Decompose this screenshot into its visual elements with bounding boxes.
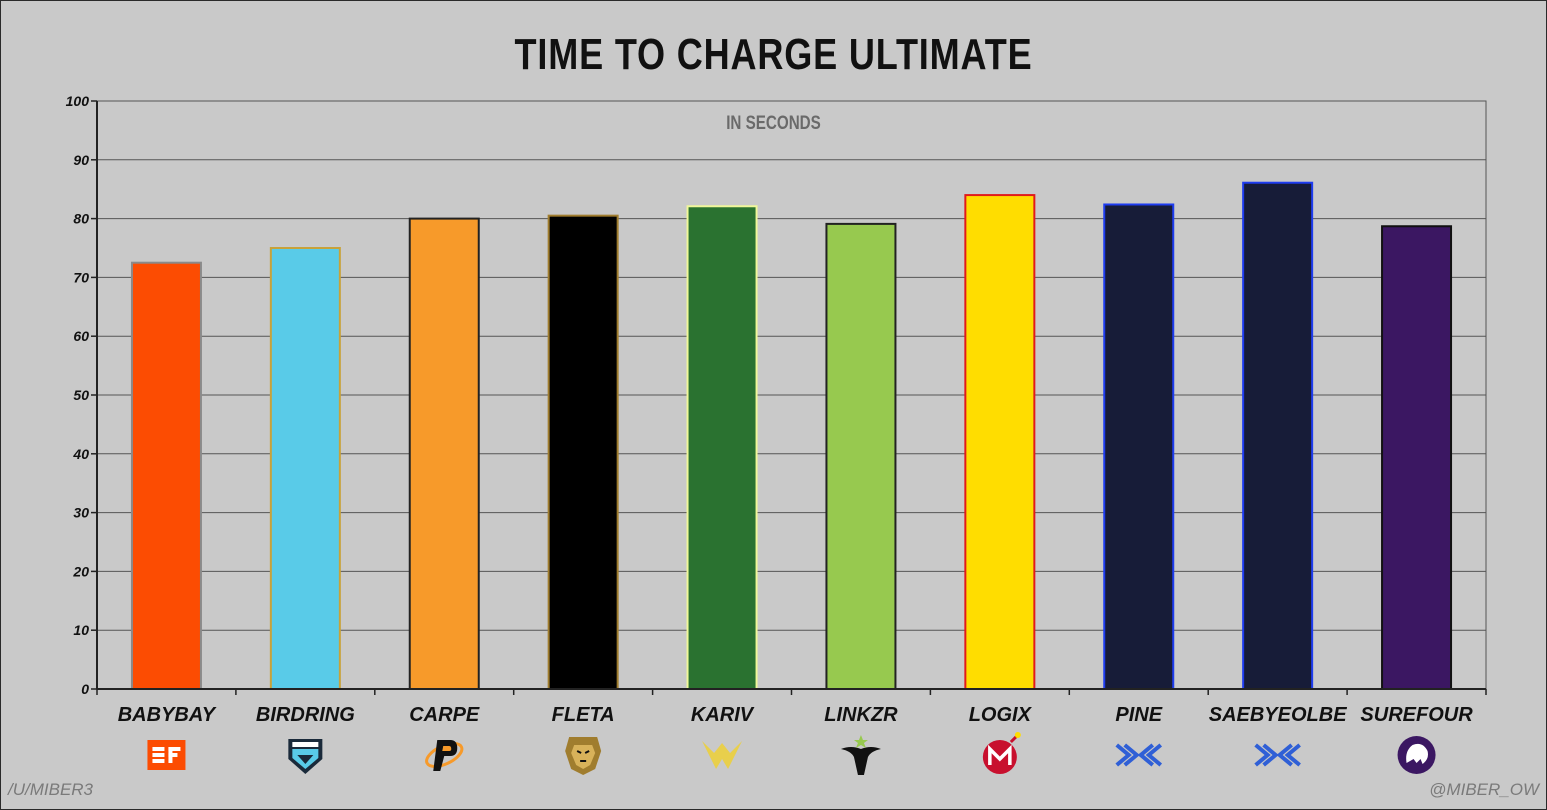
excelsior-logo-icon <box>1254 743 1301 767</box>
excelsior-logo-icon <box>1115 743 1163 767</box>
y-tick-label: 50 <box>73 387 89 403</box>
y-tick-label: 10 <box>73 622 89 638</box>
x-category-label: LINKZR <box>824 704 898 726</box>
y-tick-label: 40 <box>72 446 89 462</box>
bar-saebyeolbe <box>1242 181 1314 690</box>
y-tick-label: 30 <box>73 505 89 521</box>
axes <box>91 100 1487 695</box>
chart-subtitle: IN SECONDS <box>726 113 821 134</box>
dynasty-logo-icon <box>565 737 602 775</box>
bar-birdring <box>269 247 341 690</box>
y-tick-label: 100 <box>66 93 90 109</box>
x-category-label: KARIV <box>691 704 755 726</box>
y-tick-label: 90 <box>73 152 89 168</box>
bar-babybay <box>130 261 202 690</box>
x-category-label: SAEBYEOLBE <box>1209 704 1347 726</box>
x-category-label: SUREFOUR <box>1360 704 1473 726</box>
bar-carpe <box>408 217 480 690</box>
gladiators-logo-icon <box>1397 736 1436 774</box>
x-category-label: FLETA <box>552 704 615 726</box>
bar-pine <box>1103 203 1175 690</box>
bar-logix <box>964 194 1036 691</box>
y-tick-label: 60 <box>73 328 89 344</box>
bar-kariv <box>686 205 758 690</box>
outlaws-logo-icon <box>840 735 881 775</box>
team-logos <box>147 732 1436 775</box>
y-tick-label: 20 <box>72 563 89 579</box>
fusion-logo-icon <box>425 740 464 771</box>
footer-credit-left: /U/MIBER3 <box>8 780 94 799</box>
spitfire-logo-icon <box>288 739 323 774</box>
bars <box>130 181 1453 691</box>
y-tick-label: 80 <box>73 211 89 227</box>
shock-logo-icon <box>147 740 186 770</box>
y-tick-label: 70 <box>73 269 89 285</box>
y-tick-label: 0 <box>81 681 89 697</box>
mayhem-logo-icon <box>982 732 1021 774</box>
bar-linkzr <box>825 222 897 690</box>
x-category-label: BIRDRING <box>256 704 355 726</box>
axis-labels: 0 10 20 30 40 50 60 70 80 90 100 BABYBAY BIRDRING CAR… <box>66 93 1474 726</box>
x-category-label: CARPE <box>409 704 480 726</box>
footer-credit-right: @MIBER_OW <box>1429 780 1539 799</box>
bar-surefour <box>1381 225 1453 691</box>
chart-title: TIME TO CHARGE ULTIMATE <box>514 30 1033 79</box>
x-category-label: BABYBAY <box>118 704 217 726</box>
bar-fleta <box>547 214 619 690</box>
x-category-label: PINE <box>1115 704 1162 726</box>
valiant-logo-icon <box>702 741 743 769</box>
x-category-label: LOGIX <box>969 704 1033 726</box>
